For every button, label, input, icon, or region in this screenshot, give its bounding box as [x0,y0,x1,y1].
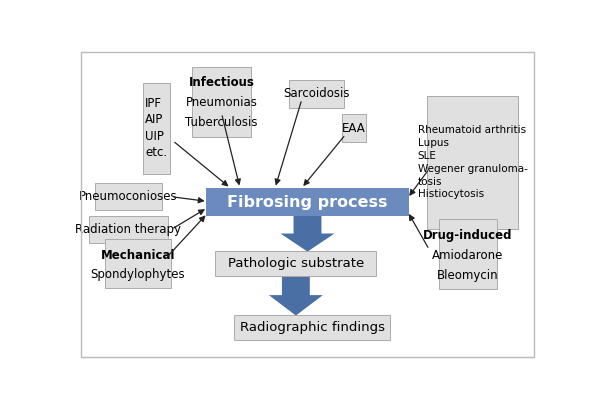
Polygon shape [269,275,323,315]
Text: Drug-induced: Drug-induced [423,229,512,242]
FancyBboxPatch shape [215,251,376,276]
Text: Pneumoconioses: Pneumoconioses [79,190,178,203]
Text: Pathologic substrate: Pathologic substrate [228,257,364,270]
FancyBboxPatch shape [104,239,171,288]
Text: Rheumatoid arthritis
Lupus
SLE
Wegener granuloma-
tosis
Histiocytosis: Rheumatoid arthritis Lupus SLE Wegener g… [418,126,527,199]
FancyBboxPatch shape [206,188,409,216]
FancyBboxPatch shape [289,80,344,108]
Text: Radiographic findings: Radiographic findings [239,321,385,334]
Text: Infectious: Infectious [188,76,254,89]
Text: Sarcoidosis: Sarcoidosis [284,87,350,100]
Polygon shape [281,215,334,252]
Text: Radiation therapy: Radiation therapy [76,223,181,236]
FancyBboxPatch shape [439,220,497,289]
FancyBboxPatch shape [343,114,365,142]
FancyBboxPatch shape [89,216,167,243]
FancyBboxPatch shape [95,183,162,211]
FancyBboxPatch shape [192,67,251,136]
FancyBboxPatch shape [234,315,390,339]
FancyBboxPatch shape [143,83,170,174]
Text: IPF
AIP
UIP
etc.: IPF AIP UIP etc. [145,97,167,160]
Text: Tuberculosis: Tuberculosis [185,116,258,129]
Text: Spondylophytes: Spondylophytes [91,268,185,281]
FancyBboxPatch shape [427,96,518,229]
Text: EAA: EAA [342,122,366,134]
Text: Fibrosing process: Fibrosing process [227,195,388,210]
Text: Bleomycin: Bleomycin [437,269,499,282]
Text: Pneumonias: Pneumonias [185,96,257,109]
Text: Amiodarone: Amiodarone [432,249,503,262]
Text: Mechanical: Mechanical [101,249,175,262]
